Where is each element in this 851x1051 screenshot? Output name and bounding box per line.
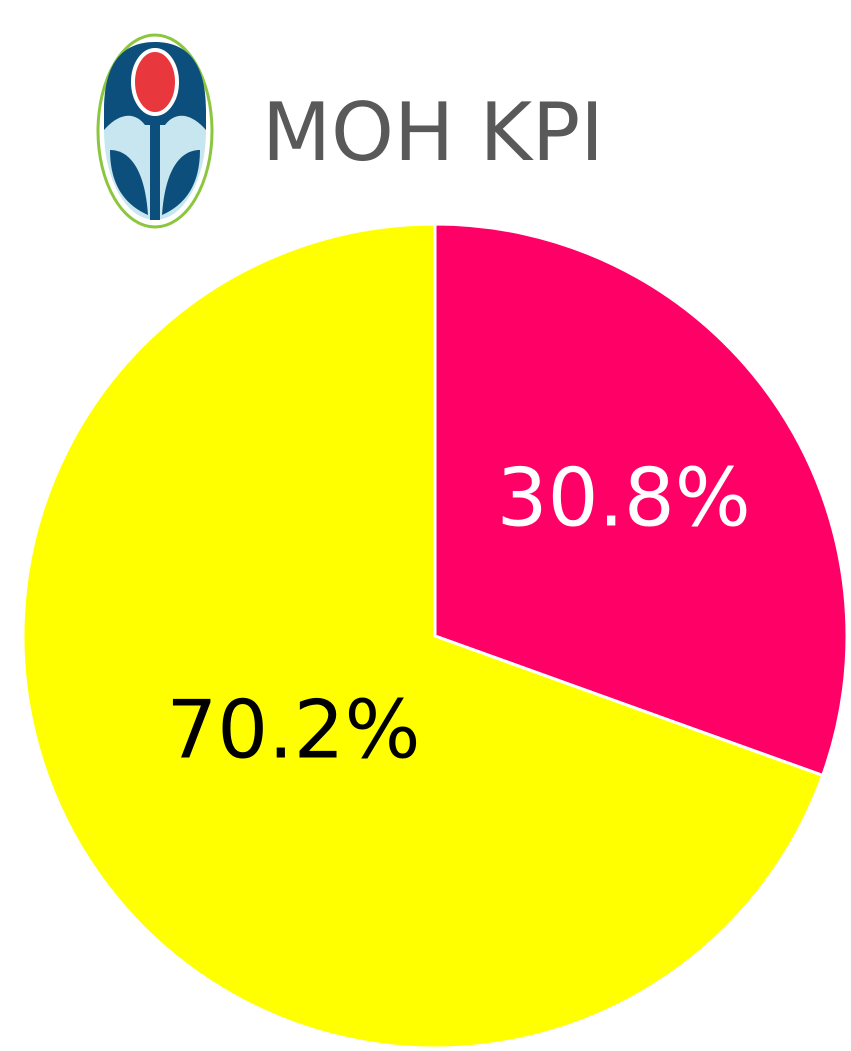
pie-slice <box>433 222 849 778</box>
chart-title: MOH KPI <box>262 86 604 179</box>
pie-slice <box>21 222 825 1050</box>
data-label: 70.2% <box>166 683 420 776</box>
logo-stem <box>150 110 160 220</box>
logo-left-leaf <box>110 150 148 215</box>
logo-flower <box>131 48 179 116</box>
logo-right-leaf <box>162 150 200 215</box>
logo <box>96 33 214 229</box>
data-label: 30.8% <box>497 451 751 544</box>
